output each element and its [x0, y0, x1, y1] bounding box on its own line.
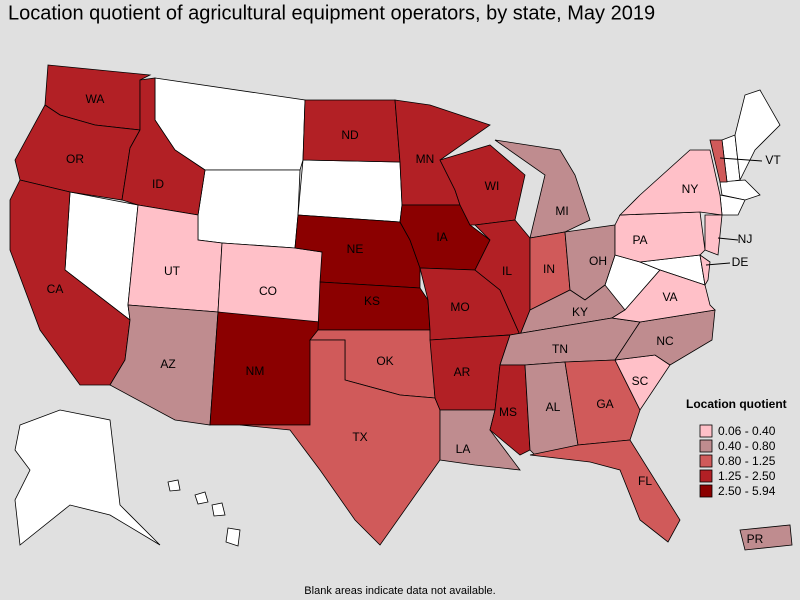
state-blank: [197, 169, 301, 249]
state-label: WA: [86, 92, 105, 106]
state-blank: [14, 409, 161, 546]
state-label: TX: [352, 430, 367, 444]
state-label: GA: [596, 397, 613, 411]
leader-line: [719, 157, 763, 162]
state-label: IL: [502, 264, 512, 278]
state: [704, 214, 723, 256]
footnote: Blank areas indicate data not available.: [304, 585, 495, 597]
state-label: AL: [546, 400, 561, 414]
legend-swatch: [699, 424, 713, 438]
state-blank: [167, 479, 181, 492]
legend-swatch: [699, 454, 713, 468]
state: [529, 439, 681, 543]
state: [614, 211, 706, 263]
state-label: ID: [152, 177, 164, 191]
state-label: NY: [682, 182, 699, 196]
leader-line: [717, 237, 739, 241]
state-label: FL: [638, 474, 652, 488]
state-label: MO: [450, 300, 469, 314]
state-label: SC: [632, 374, 649, 388]
state-blank: [297, 159, 403, 223]
legend-label: 0.40 - 0.80: [718, 439, 776, 453]
state-label: UT: [164, 264, 181, 278]
state-label: PR: [747, 532, 764, 546]
state-blank: [225, 527, 241, 547]
state-label: VT: [765, 153, 781, 167]
state-label: LA: [456, 442, 471, 456]
state: [494, 139, 591, 239]
state: [239, 339, 441, 546]
state-blank: [211, 502, 226, 517]
state-label: OR: [66, 152, 84, 166]
state-blank: [194, 491, 209, 505]
state-label: KS: [364, 294, 380, 308]
legend-swatch: [699, 439, 713, 453]
legend-label: 0.80 - 1.25: [718, 454, 776, 468]
state-label: VA: [662, 290, 677, 304]
state-label: WI: [485, 179, 500, 193]
legend-title: Location quotient: [686, 397, 787, 411]
state-label: DE: [732, 255, 749, 269]
state-label: PA: [632, 233, 647, 247]
state-label: AZ: [160, 357, 175, 371]
legend-label: 2.50 - 5.94: [718, 484, 776, 498]
state-label: ND: [341, 128, 359, 142]
state: [739, 524, 793, 551]
state-label: NJ: [738, 232, 753, 246]
state-blank: [719, 179, 761, 201]
state-label: NM: [246, 364, 265, 378]
state: [699, 254, 711, 287]
legend-swatch: [699, 484, 713, 498]
state-label: IA: [436, 230, 447, 244]
state: [209, 311, 321, 426]
state-label: IN: [543, 262, 555, 276]
state-label: MN: [416, 152, 435, 166]
legend-label: 1.25 - 2.50: [718, 469, 776, 483]
state-label: NE: [347, 242, 364, 256]
state-label: NC: [656, 334, 674, 348]
state-label: OK: [376, 354, 393, 368]
state-label: MI: [555, 204, 568, 218]
state-label: CA: [47, 282, 64, 296]
state-label: TN: [552, 342, 568, 356]
legend-swatch: [699, 469, 713, 483]
legend: 0.06 - 0.400.40 - 0.800.80 - 1.251.25 - …: [699, 424, 776, 498]
state-label: KY: [572, 305, 588, 319]
state: [618, 149, 723, 216]
state: [610, 269, 716, 323]
state-label: CO: [259, 284, 277, 298]
state: [564, 359, 641, 446]
state-label: MS: [499, 405, 517, 419]
leader-line: [705, 262, 731, 266]
state-label: AR: [454, 365, 471, 379]
map-title: Location quotient of agricultural equipm…: [8, 2, 655, 24]
legend-label: 0.06 - 0.40: [718, 424, 776, 438]
state: [709, 139, 728, 183]
state-label: OH: [589, 254, 607, 268]
states: WA OR CA ID UT CO AZ NM ND NE KS OK TX MN IA MO AR LA WI IL…: [9, 64, 793, 551]
